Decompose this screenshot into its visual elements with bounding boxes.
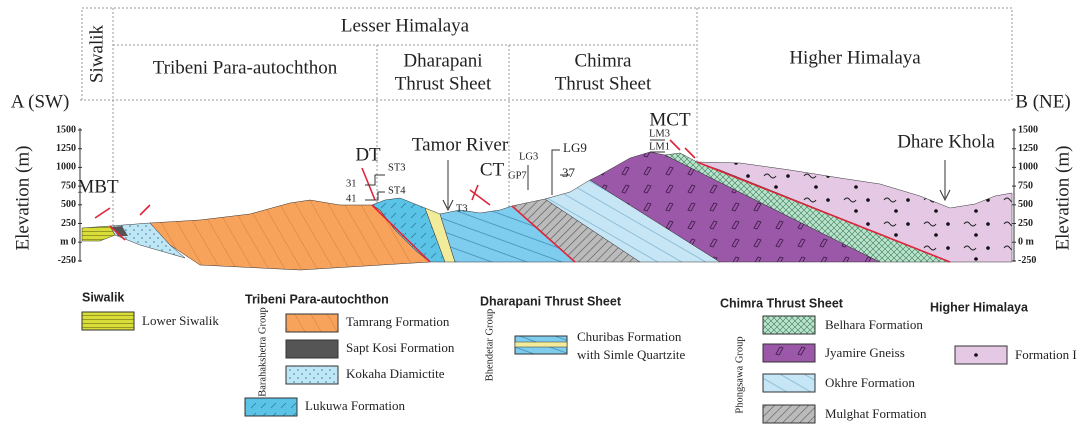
legend-swatch <box>515 342 567 347</box>
annotation: 41 <box>346 193 357 204</box>
region-title: Lesser Himalaya <box>341 15 470 36</box>
axis-label: Elevation (m) <box>1052 146 1073 251</box>
legend-item: Lukuwa Formation <box>305 398 406 413</box>
legend-swatch <box>763 344 815 362</box>
legend-group: Phongsawa Group <box>734 336 745 413</box>
legend-group: Bhendetar Group <box>484 309 495 382</box>
legend-group: Barahakshetra Group <box>257 307 268 397</box>
tick-label: -250 <box>1018 255 1036 266</box>
legend-item: Okhre Formation <box>825 375 915 390</box>
annotation: Tamor River <box>412 134 509 155</box>
legend-title: Tribeni Para-autochthon <box>245 292 389 306</box>
region-title: Dharapani <box>403 50 482 71</box>
tick-label: 250 <box>1018 218 1033 229</box>
tick-label: -250 <box>58 255 76 266</box>
legend-swatch <box>82 312 134 330</box>
legend-item: Kokaha Diamictite <box>346 366 445 381</box>
region-title: Thrust Sheet <box>555 73 652 94</box>
end-label: A (SW) <box>11 91 70 112</box>
tick-label: 1500 <box>56 124 76 135</box>
tick-label: m 0 <box>60 236 76 247</box>
annotation: MBT <box>77 176 119 197</box>
tick-label: 1250 <box>1018 143 1038 154</box>
tick-label: 500 <box>1018 199 1033 210</box>
tick-label: 1000 <box>56 162 76 173</box>
annotation: 31 <box>346 178 357 189</box>
annotation: T3 <box>456 203 468 214</box>
end-label: B (NE) <box>1015 91 1070 112</box>
legend-item: Churibas Formation <box>577 329 682 344</box>
legend-item: Mulghat Formation <box>825 406 927 421</box>
tick-label: 1000 <box>1018 162 1038 173</box>
annotation: CT <box>480 159 505 180</box>
annotation: DT <box>355 144 381 165</box>
tick-label: 750 <box>1018 180 1033 191</box>
tick-label: 750 <box>61 180 76 191</box>
tick-label: 1500 <box>1018 124 1038 135</box>
legend-swatch <box>955 346 1007 364</box>
tick-label: 0 m <box>1018 236 1035 247</box>
legend-title: Dharapani Thrust Sheet <box>480 294 622 308</box>
legend-title: Higher Himalaya <box>930 300 1029 314</box>
tick-label: 500 <box>61 199 76 210</box>
annotation: 37 <box>562 165 576 180</box>
region-title: Chimra <box>575 50 633 71</box>
legend-item: Sapt Kosi Formation <box>346 340 455 355</box>
region-title: Thrust Sheet <box>395 73 492 94</box>
legend-item: Lower Siwalik <box>142 313 219 328</box>
legend-swatch <box>763 316 815 334</box>
legend-swatch <box>286 314 338 332</box>
legend-swatch <box>763 405 815 423</box>
axis-label: Elevation (m) <box>12 146 33 251</box>
region-title: Siwalik <box>86 24 107 83</box>
cross-section: Lesser Himalaya Siwalik Tribeni Para-aut… <box>0 0 1083 426</box>
legend-item: Belhara Formation <box>825 317 923 332</box>
legend-swatch <box>763 374 815 392</box>
annotation: ST3 <box>388 162 406 173</box>
legend-title: Chimra Thrust Sheet <box>720 296 844 310</box>
annotation: LG3 <box>519 151 538 162</box>
legend-swatch <box>286 340 338 358</box>
legend-item: with Simle Quartzite <box>577 347 686 362</box>
legend-swatch <box>245 398 297 416</box>
annotation: LM3 <box>649 128 670 139</box>
tick-label: 250 <box>61 218 76 229</box>
thrust-arrow <box>95 205 150 218</box>
annotation: GP7 <box>508 170 527 181</box>
region-title: Higher Himalaya <box>789 47 921 68</box>
legend-swatch <box>286 366 338 384</box>
annotation: LG9 <box>563 140 587 155</box>
annotation: MCT <box>649 109 691 130</box>
siwalik-unit <box>82 226 115 241</box>
annotation: ST4 <box>388 185 406 196</box>
legend-item: Tamrang Formation <box>346 314 450 329</box>
annotation: Dhare Khola <box>897 131 995 152</box>
legend-item: Jyamire Gneiss <box>825 345 905 360</box>
annotation: LM1 <box>649 141 670 152</box>
tick-label: 1250 <box>56 143 76 154</box>
legend-item: Formation I <box>1015 347 1077 362</box>
legend-title: Siwalik <box>82 290 124 304</box>
region-title: Tribeni Para-autochthon <box>153 57 338 78</box>
